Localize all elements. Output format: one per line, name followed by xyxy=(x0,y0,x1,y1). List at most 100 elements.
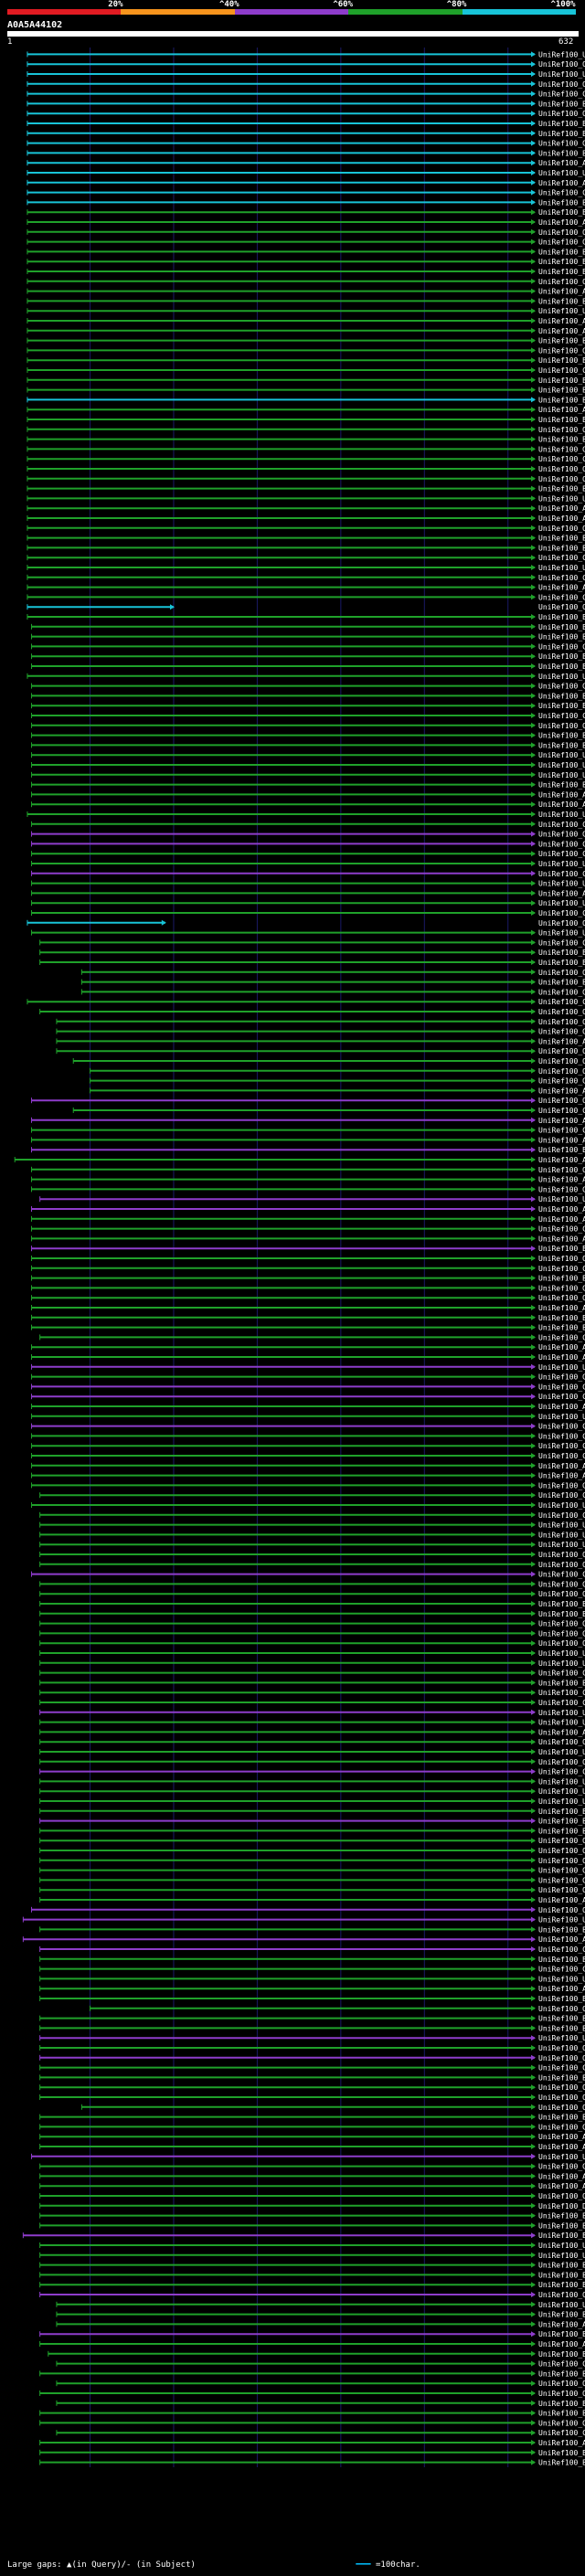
hit-label[interactable]: UniRef100_B3H719 xyxy=(538,732,585,740)
hit-label[interactable]: UniRef100_B8E8E3 xyxy=(538,436,585,444)
hit-label[interactable]: UniRef100_B8BLP9 xyxy=(538,258,585,266)
hit-label[interactable]: UniRef100_B0XTV4 xyxy=(538,2369,585,2378)
hit-label[interactable]: UniRef100_A7HMF9 xyxy=(538,317,585,325)
hit-label[interactable]: UniRef100_B9I9T0 xyxy=(538,376,585,385)
hit-label[interactable]: UniRef100_UP1000.. xyxy=(538,307,585,315)
hit-label[interactable]: UniRef100_B9IC26 xyxy=(538,1679,585,1687)
hit-label[interactable]: UniRef100_UP1000.. xyxy=(538,1195,585,1203)
hit-label[interactable]: UniRef100_C3ZJS8 xyxy=(538,2064,585,2072)
hit-label[interactable]: UniRef100_C5Y3F8 xyxy=(538,366,585,375)
hit-label[interactable]: UniRef100_C1MC51 xyxy=(538,1452,585,1460)
hit-label[interactable]: UniRef100_B3SBV2 xyxy=(538,2410,585,2418)
hit-label[interactable]: UniRef100_Q9UBP0-4 xyxy=(538,1876,585,1884)
hit-label[interactable]: UniRef100_C6THI0 xyxy=(538,1333,585,1341)
hit-label[interactable]: UniRef100_B8AYY6 xyxy=(538,633,585,641)
hit-label[interactable]: UniRef100_A2YTZ6 xyxy=(538,1087,585,1095)
hit-label[interactable]: UniRef100_B9PFY8 xyxy=(538,692,585,700)
hit-label[interactable]: UniRef100_Q3BCB9 xyxy=(538,2192,585,2200)
hit-label[interactable]: UniRef100_A9V6C7 xyxy=(538,1353,585,1362)
hit-label[interactable]: UniRef100_C5K1E7 xyxy=(538,1225,585,1234)
hit-label[interactable]: UniRef100_A9SBZ9 xyxy=(538,218,585,227)
hit-label[interactable]: UniRef100_A2WSS0 xyxy=(538,1037,585,1045)
hit-label[interactable]: UniRef100_UP1000.. xyxy=(538,2252,585,2260)
hit-label[interactable]: UniRef100_C4X958 xyxy=(538,2360,585,2369)
hit-label[interactable]: UniRef100_Q52KD8 xyxy=(538,1639,585,1648)
hit-label[interactable]: UniRef100_UP1000.. xyxy=(538,1719,585,1727)
hit-label[interactable]: UniRef100_Q94AN4 xyxy=(538,2123,585,2131)
hit-label[interactable]: UniRef100_Q9FJ23 xyxy=(538,1077,585,1086)
hit-label[interactable]: UniRef100_B9IDK9 xyxy=(538,1807,585,1816)
hit-label[interactable]: UniRef100_A8P1L9 xyxy=(538,2172,585,2180)
hit-label[interactable]: UniRef100_Q6NW58 xyxy=(538,1481,585,1489)
hit-label[interactable]: UniRef100_Q9Z9Q9 xyxy=(538,228,585,237)
hit-label[interactable]: UniRef100_Q57Z07 xyxy=(538,1551,585,1559)
hit-label[interactable]: UniRef100_Q10LX8 xyxy=(538,426,585,434)
hit-label[interactable]: UniRef100_Q4DV91 xyxy=(538,1561,585,1569)
hit-label[interactable]: UniRef100_UP1000.. xyxy=(538,761,585,769)
hit-label[interactable]: UniRef100_B8B487 xyxy=(538,149,585,157)
hit-label[interactable]: UniRef100_UP1000.. xyxy=(538,771,585,779)
hit-label[interactable]: UniRef100_Q3RJ31 xyxy=(538,2054,585,2062)
hit-label[interactable]: UniRef100_C5YRT9 xyxy=(538,455,585,463)
hit-label[interactable]: UniRef100_B7FQL3 xyxy=(538,1956,585,1964)
hit-label[interactable]: UniRef100_Q04579 xyxy=(538,1097,585,1105)
hit-label[interactable]: UniRef100_B9FUU3 xyxy=(538,535,585,543)
hit-label[interactable]: UniRef100_B9T3P9 xyxy=(538,297,585,305)
hit-label[interactable]: UniRef100_Q9XCV7 xyxy=(538,1008,585,1016)
hit-label[interactable]: UniRef100_B4K8J6 xyxy=(538,2459,585,2467)
hit-label[interactable]: UniRef100_A4R7P7 xyxy=(538,1136,585,1144)
hit-label[interactable]: UniRef100_UP1000.. xyxy=(538,1797,585,1806)
hit-label[interactable]: UniRef100_Q9T090 xyxy=(538,2104,585,2112)
hit-label[interactable]: UniRef100_C5XJ05 xyxy=(538,821,585,829)
hit-label[interactable]: UniRef100_Q0WVV9 xyxy=(538,1057,585,1065)
hit-label[interactable]: UniRef100_A8J1Z5 xyxy=(538,1304,585,1312)
hit-label[interactable]: UniRef100_Q84JG4 xyxy=(538,1047,585,1055)
hit-label[interactable]: UniRef100_Q17AK6 xyxy=(538,2044,585,2052)
hit-label[interactable]: UniRef100_B9GS92 xyxy=(538,416,585,424)
hit-label[interactable]: UniRef100_C4M5T5 xyxy=(538,712,585,720)
hit-label[interactable]: UniRef100_C5XQB9 xyxy=(538,870,585,878)
hit-label[interactable]: UniRef100_B0EKM7 xyxy=(538,1818,585,1826)
hit-label[interactable]: UniRef100_B4KEB4 xyxy=(538,1995,585,2003)
hit-label[interactable]: UniRef100_UP1000.. xyxy=(538,751,585,759)
hit-label[interactable]: UniRef100_UP1000.. xyxy=(538,1531,585,1539)
hit-label[interactable]: UniRef100_B9CS86 xyxy=(538,1245,585,1253)
hit-label[interactable]: UniRef100_UP1000.. xyxy=(538,1541,585,1549)
hit-label[interactable]: UniRef100_Q6C8Q8 xyxy=(538,1373,585,1382)
hit-label[interactable]: UniRef100_B2B246 xyxy=(538,2015,585,2023)
hit-label[interactable]: UniRef100_B4NBP4 xyxy=(538,2262,585,2270)
hit-label[interactable]: UniRef100_Q9P553 xyxy=(538,1185,585,1193)
hit-label[interactable]: UniRef100_Q84JZ1 xyxy=(538,1018,585,1026)
hit-label[interactable]: UniRef100_B6QC25 xyxy=(538,1314,585,1322)
hit-label[interactable]: UniRef100_C5Z3H1 xyxy=(538,1491,585,1500)
hit-label[interactable]: UniRef100_UP1000.. xyxy=(538,1748,585,1756)
hit-label[interactable]: UniRef100_B9T5U5 xyxy=(538,979,585,987)
hit-label[interactable]: UniRef100_C5YPK3 xyxy=(538,574,585,582)
hit-label[interactable]: UniRef100_B9IF94 xyxy=(538,337,585,345)
hit-label[interactable]: UniRef100_Q01R92 xyxy=(538,239,585,247)
hit-label[interactable]: UniRef100_A8N891 xyxy=(538,2182,585,2190)
hit-label[interactable]: UniRef100_B9MEI9 xyxy=(538,208,585,217)
hit-label[interactable]: UniRef100_C4MRV6 xyxy=(538,1966,585,1974)
hit-label[interactable]: UniRef100_UP1000.. xyxy=(538,880,585,888)
hit-label[interactable]: UniRef100_B4N037 xyxy=(538,2350,585,2359)
hit-label[interactable]: UniRef100_UP1000.. xyxy=(538,2242,585,2250)
hit-label[interactable]: UniRef100_B9F4V1 xyxy=(538,120,585,128)
hit-label[interactable]: UniRef100_A9RI14 xyxy=(538,406,585,414)
hit-label[interactable]: UniRef100_Q0CYR9 xyxy=(538,1166,585,1174)
hit-label[interactable]: UniRef100_UP1000.. xyxy=(538,1709,585,1717)
hit-label[interactable]: UniRef100_Q6WG31 xyxy=(538,2419,585,2427)
hit-label[interactable]: UniRef100_Q7XSU7 xyxy=(538,919,585,928)
hit-label[interactable]: UniRef100_B9H345 xyxy=(538,652,585,661)
hit-label[interactable]: UniRef100_B9RPV4 xyxy=(538,2073,585,2082)
hit-label[interactable]: UniRef100_Q9SFY5 xyxy=(538,346,585,355)
hit-label[interactable]: UniRef100_C1H5P4 xyxy=(538,1442,585,1450)
hit-label[interactable]: UniRef100_A2QBY4 xyxy=(538,1156,585,1164)
hit-label[interactable]: UniRef100_C5QE17 xyxy=(538,1265,585,1273)
hit-label[interactable]: UniRef100_B4ETL6 xyxy=(538,949,585,957)
hit-label[interactable]: UniRef100_A5I1V4 xyxy=(538,1343,585,1352)
hit-label[interactable]: UniRef100_C4JY44 xyxy=(538,1945,585,1954)
hit-label[interactable]: UniRef100_B9QYB5 xyxy=(538,959,585,967)
hit-label[interactable]: UniRef100_Q9PX24 xyxy=(538,465,585,473)
hit-label[interactable]: UniRef100_Q9UBP0 xyxy=(538,1886,585,1894)
